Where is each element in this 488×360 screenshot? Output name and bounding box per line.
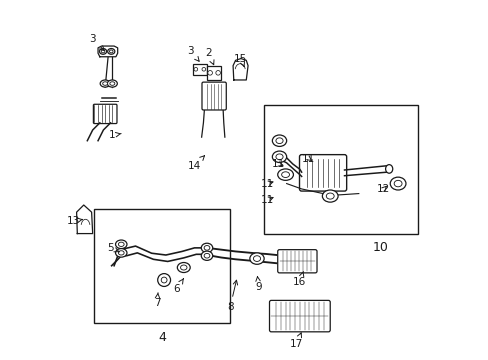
Circle shape [207, 71, 212, 75]
Text: 8: 8 [226, 280, 237, 312]
Text: 6: 6 [173, 279, 183, 294]
Text: 7: 7 [153, 293, 160, 308]
Ellipse shape [325, 193, 333, 199]
Ellipse shape [180, 265, 186, 270]
Ellipse shape [102, 82, 107, 85]
Ellipse shape [100, 80, 110, 87]
Ellipse shape [115, 249, 127, 257]
Text: 16: 16 [293, 271, 306, 287]
Text: 11: 11 [261, 195, 274, 204]
Circle shape [161, 277, 167, 283]
Text: 13: 13 [66, 216, 82, 226]
Ellipse shape [101, 50, 104, 53]
Circle shape [157, 274, 170, 287]
Ellipse shape [118, 251, 124, 255]
Text: 5: 5 [107, 243, 119, 253]
Circle shape [215, 71, 220, 75]
FancyBboxPatch shape [277, 249, 316, 273]
Ellipse shape [99, 49, 106, 54]
Polygon shape [77, 205, 93, 234]
Text: 11: 11 [271, 159, 285, 169]
Ellipse shape [115, 240, 127, 249]
Text: 17: 17 [289, 333, 302, 349]
Ellipse shape [275, 138, 283, 144]
Polygon shape [233, 59, 247, 80]
Text: 15: 15 [234, 54, 247, 67]
Text: 9: 9 [255, 276, 262, 292]
Ellipse shape [389, 177, 405, 190]
Text: 11: 11 [302, 154, 315, 163]
Ellipse shape [272, 151, 286, 162]
Circle shape [202, 67, 205, 71]
Ellipse shape [277, 169, 293, 180]
Text: 10: 10 [371, 241, 387, 255]
Ellipse shape [322, 190, 337, 202]
FancyBboxPatch shape [202, 82, 226, 110]
Bar [94, 208, 230, 323]
FancyBboxPatch shape [269, 300, 329, 332]
Ellipse shape [275, 154, 283, 159]
Bar [206, 66, 221, 80]
Text: 12: 12 [376, 184, 389, 194]
Ellipse shape [249, 253, 264, 264]
Ellipse shape [107, 49, 115, 54]
Text: 11: 11 [261, 179, 274, 189]
FancyBboxPatch shape [93, 104, 117, 123]
Text: 3: 3 [89, 34, 104, 50]
Ellipse shape [201, 243, 212, 252]
Ellipse shape [281, 172, 289, 177]
Ellipse shape [107, 80, 117, 87]
Ellipse shape [110, 82, 115, 85]
Ellipse shape [201, 251, 212, 260]
Ellipse shape [385, 165, 392, 173]
Ellipse shape [109, 50, 113, 53]
Bar [192, 64, 206, 75]
Ellipse shape [272, 135, 286, 147]
Ellipse shape [118, 242, 124, 247]
Ellipse shape [177, 262, 190, 273]
Text: 1: 1 [109, 130, 121, 140]
Ellipse shape [253, 256, 260, 261]
Ellipse shape [203, 253, 209, 258]
Text: 2: 2 [205, 48, 214, 65]
Ellipse shape [203, 246, 209, 250]
Circle shape [194, 67, 197, 71]
Text: 4: 4 [158, 331, 166, 344]
Bar [264, 105, 417, 234]
Text: 3: 3 [187, 46, 199, 61]
FancyBboxPatch shape [299, 155, 346, 191]
Ellipse shape [393, 180, 401, 187]
Text: 14: 14 [187, 156, 204, 171]
